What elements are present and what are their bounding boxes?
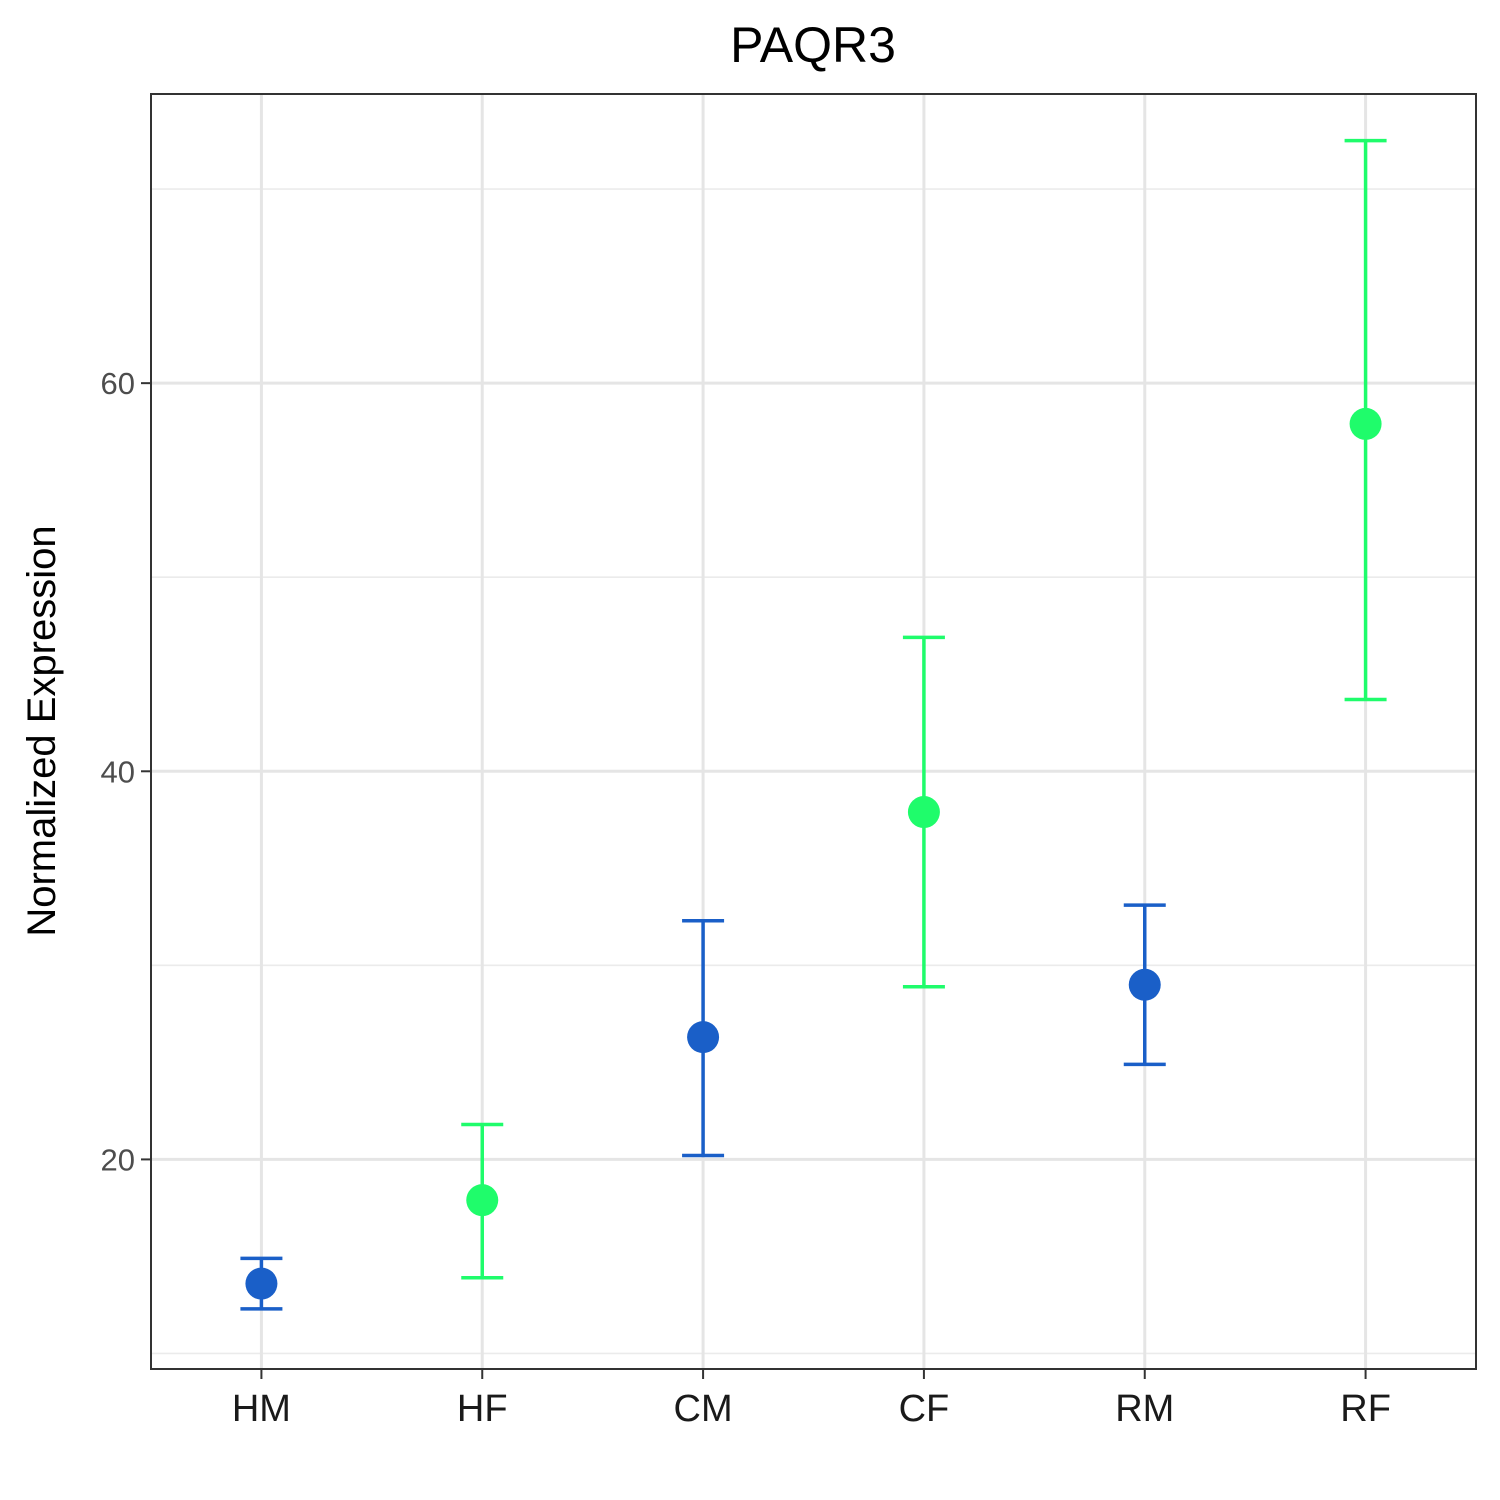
point-RM: [1128, 968, 1161, 1001]
point-CM: [687, 1021, 720, 1054]
data-marks: [240, 138, 1387, 1311]
grid: [151, 94, 1476, 1369]
x-tick-label: CF: [899, 1388, 950, 1430]
x-tick-label: RM: [1115, 1388, 1174, 1430]
point-RF: [1349, 407, 1382, 440]
x-axis: HM HF CM CF RM RF: [232, 1369, 1391, 1430]
point-HF: [466, 1184, 499, 1217]
y-tick-label: 60: [101, 366, 135, 401]
y-tick-label: 20: [101, 1142, 135, 1177]
point-HM: [245, 1267, 278, 1300]
chart-title: PAQR3: [730, 17, 896, 73]
x-tick-label: RF: [1340, 1388, 1391, 1430]
x-tick-label: HM: [232, 1388, 291, 1430]
y-axis: 20 40 60: [101, 366, 151, 1177]
x-tick-label: CM: [674, 1388, 733, 1430]
y-axis-label: Normalized Expression: [20, 525, 64, 936]
x-tick-label: HF: [457, 1388, 508, 1430]
y-tick-label: 40: [101, 754, 135, 789]
panel-border: [150, 93, 1477, 1370]
point-CF: [907, 796, 940, 829]
